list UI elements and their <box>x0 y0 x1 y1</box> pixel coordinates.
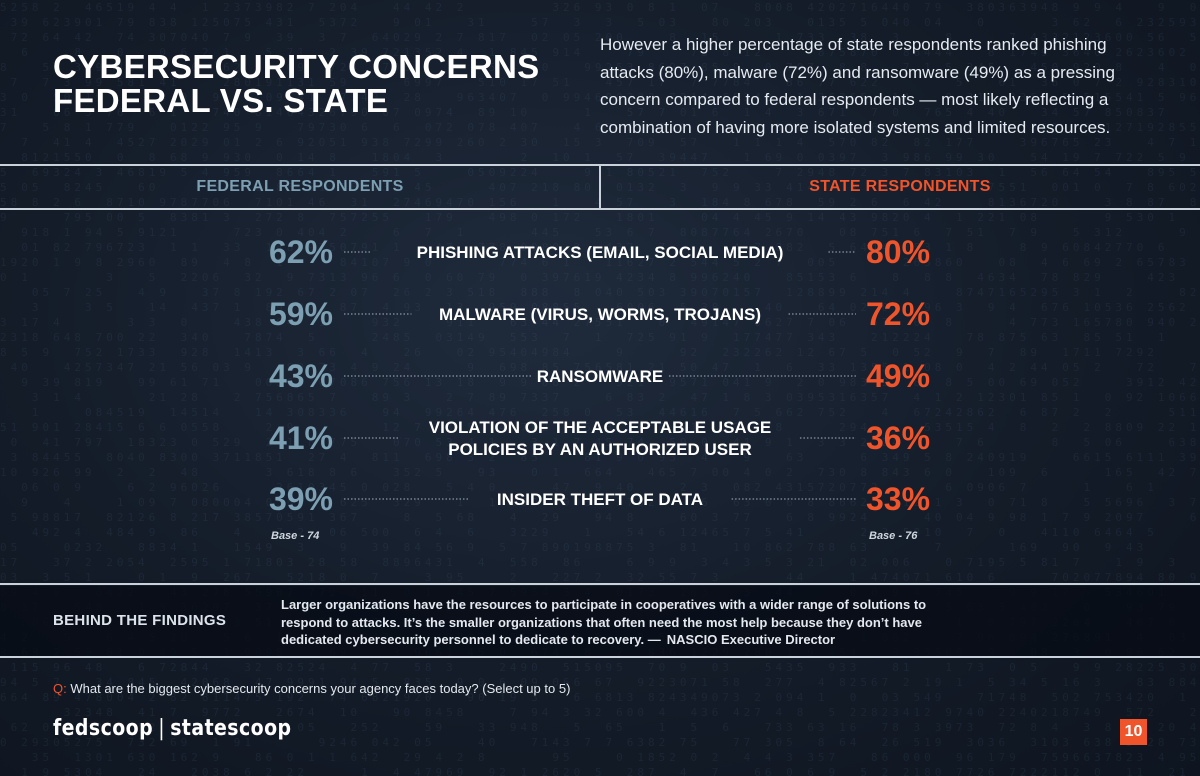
findings-quote: Larger organizations have the resources … <box>281 596 931 649</box>
federal-value: 43% <box>269 358 333 394</box>
findings-label: BEHIND THE FINDINGS <box>53 612 227 629</box>
logo-statescoop: statescoop <box>170 716 292 741</box>
findings-text: Larger organizations have the resources … <box>281 597 927 647</box>
category-label: PHISHING ATTACKS (EMAIL, SOCIAL MEDIA) <box>417 243 784 262</box>
federal-value: 62% <box>269 234 333 270</box>
federal-value: 59% <box>269 296 333 332</box>
state-base-note: Base - 76 <box>869 530 918 542</box>
category-label: VIOLATION OF THE ACCEPTABLE USAGE <box>429 418 772 437</box>
divider-findings-top <box>0 583 1200 585</box>
category-label: INSIDER THEFT OF DATA <box>497 490 703 509</box>
question-prefix: Q: <box>53 681 67 696</box>
state-value: 80% <box>866 234 930 270</box>
state-value: 72% <box>866 296 930 332</box>
survey-question: Q: What are the biggest cybersecurity co… <box>53 681 570 696</box>
divider-column <box>599 166 601 209</box>
divider-header-bottom <box>0 208 1200 210</box>
question-text: What are the biggest cybersecurity conce… <box>70 681 571 696</box>
state-value: 33% <box>866 481 930 517</box>
federal-value: 41% <box>269 420 333 456</box>
category-label: MALWARE (VIRUS, WORMS, TROJANS) <box>439 305 761 324</box>
intro-paragraph: However a higher percentage of state res… <box>600 35 1115 137</box>
findings-band <box>0 586 1200 656</box>
federal-column-header: FEDERAL RESPONDENTS <box>196 178 404 195</box>
state-column-header: STATE RESPONDENTS <box>809 178 991 195</box>
logo-separator: | <box>158 716 166 741</box>
page-number-badge: 10 <box>1120 719 1147 745</box>
title-line-2: FEDERAL VS. STATE <box>53 82 389 119</box>
divider-top <box>0 164 1200 166</box>
divider-findings-bottom <box>0 656 1200 658</box>
state-value: 36% <box>866 420 930 456</box>
category-label: POLICIES BY AN AUTHORIZED USER <box>448 440 752 459</box>
title-line-1: CYBERSECURITY CONCERNS <box>53 48 540 85</box>
federal-base-note: Base - 74 <box>271 530 320 542</box>
logo-fedscoop: fedscoop <box>53 716 154 741</box>
federal-value: 39% <box>269 481 333 517</box>
state-value: 49% <box>866 358 930 394</box>
findings-attribution: NASCIO Executive Director <box>666 632 836 647</box>
category-label: RANSOMWARE <box>537 367 664 386</box>
publisher-logo: fedscoop | statescoop <box>53 716 291 741</box>
page-title: CYBERSECURITY CONCERNS FEDERAL VS. STATE <box>53 50 539 118</box>
